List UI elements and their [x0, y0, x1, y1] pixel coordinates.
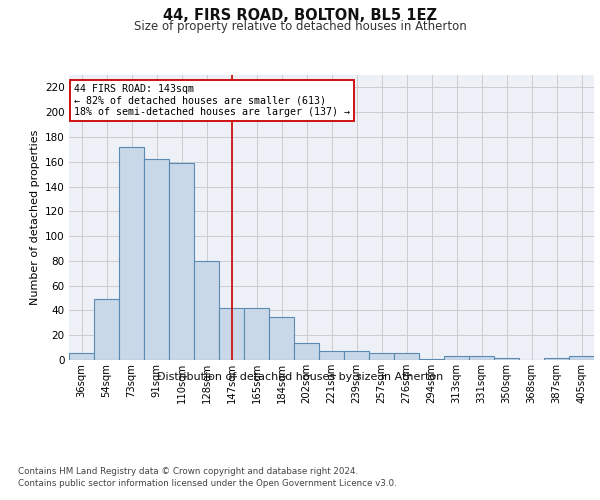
Bar [294, 342, 319, 360]
Bar [494, 358, 519, 360]
Bar [369, 352, 394, 360]
Bar [344, 352, 369, 360]
Text: 44, FIRS ROAD, BOLTON, BL5 1EZ: 44, FIRS ROAD, BOLTON, BL5 1EZ [163, 8, 437, 22]
Bar [244, 308, 269, 360]
Text: Contains HM Land Registry data © Crown copyright and database right 2024.: Contains HM Land Registry data © Crown c… [18, 468, 358, 476]
Bar [69, 352, 94, 360]
Bar [444, 356, 469, 360]
Bar [94, 300, 119, 360]
Bar [194, 261, 219, 360]
Bar [569, 356, 594, 360]
Text: 44 FIRS ROAD: 143sqm
← 82% of detached houses are smaller (613)
18% of semi-deta: 44 FIRS ROAD: 143sqm ← 82% of detached h… [74, 84, 350, 116]
Y-axis label: Number of detached properties: Number of detached properties [29, 130, 40, 305]
Bar [169, 163, 194, 360]
Bar [394, 352, 419, 360]
Bar [319, 352, 344, 360]
Text: Contains public sector information licensed under the Open Government Licence v3: Contains public sector information licen… [18, 479, 397, 488]
Bar [419, 359, 444, 360]
Text: Distribution of detached houses by size in Atherton: Distribution of detached houses by size … [157, 372, 443, 382]
Bar [544, 358, 569, 360]
Bar [269, 316, 294, 360]
Bar [219, 308, 244, 360]
Bar [119, 147, 144, 360]
Text: Size of property relative to detached houses in Atherton: Size of property relative to detached ho… [134, 20, 466, 33]
Bar [469, 356, 494, 360]
Bar [144, 160, 169, 360]
